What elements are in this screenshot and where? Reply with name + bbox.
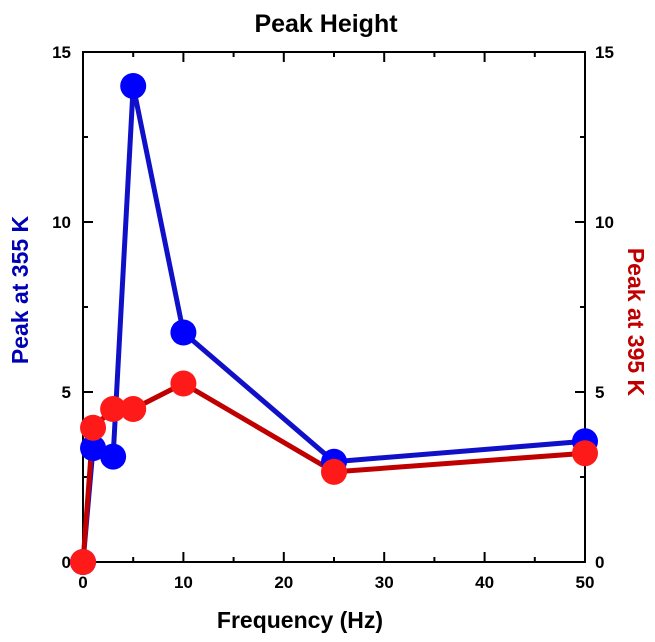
series-1-point [120,73,147,99]
y-tick-label-right: 5 [595,383,604,402]
series-points [70,73,598,575]
series-lines [80,83,588,565]
y-axis-label-right: Peak at 395 K [623,248,649,397]
series-2-point [572,440,598,467]
series-2-point [170,370,197,397]
x-axis-label: Frequency (Hz) [217,607,383,633]
y-axis-label-left: Peak at 355 K [7,215,33,364]
series-2-point [100,396,127,422]
x-tick-label: 0 [78,573,87,592]
series-2-point [321,458,347,485]
series-1-point [80,435,107,462]
y-tick-label-right: 0 [595,553,604,572]
y-tick-label-left: 0 [62,553,71,572]
y-tick-label-left: 10 [52,213,71,232]
series-2-point [80,414,107,441]
x-tick-label: 30 [375,573,394,592]
x-tick-label: 10 [174,573,193,592]
x-tick-label: 20 [274,573,293,592]
series-2-point [70,549,96,575]
y-tick-label-right: 10 [595,213,614,232]
series-1-point [170,319,197,346]
x-tick-label: 40 [475,573,494,592]
y-tick-label-left: 5 [62,383,71,402]
series-2-point [120,396,147,422]
series-line-1 [80,83,588,565]
y-tick-label-right: 15 [595,43,614,62]
chart-title: Peak Height [254,10,398,38]
series-1-point [100,443,127,470]
y-tick-label-left: 15 [52,43,71,62]
plot-frame [82,51,586,563]
x-tick-label: 50 [576,573,595,592]
